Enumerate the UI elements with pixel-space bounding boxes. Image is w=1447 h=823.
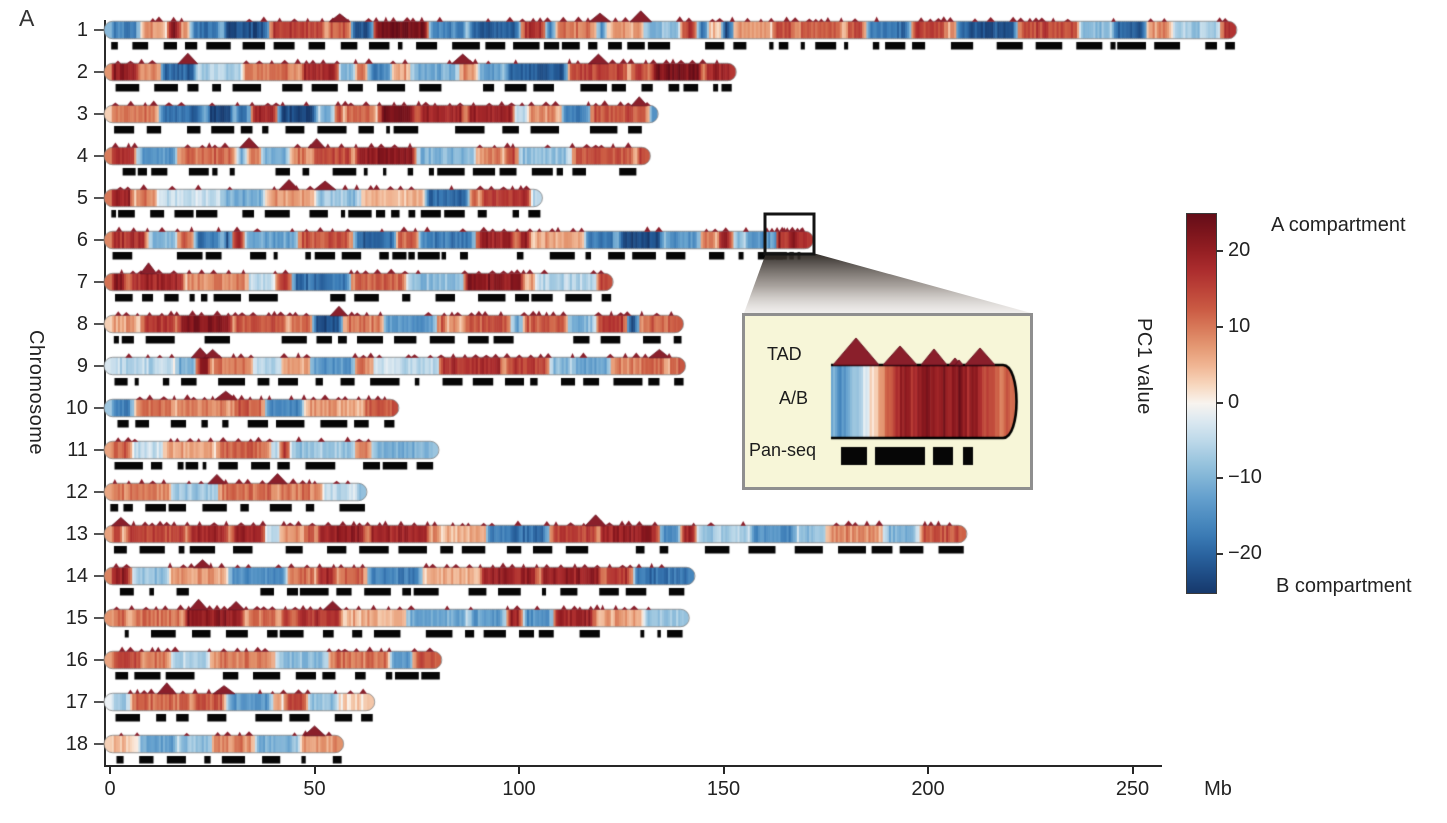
x-axis-tick-label: 100 [502, 778, 536, 800]
y-axis-title: Chromosome [25, 330, 47, 456]
chromosome-ideogram [100, 723, 351, 767]
x-axis-tick [927, 765, 929, 774]
chromosome-axis-tick [94, 155, 104, 157]
chromosome-label: 10 [65, 397, 88, 419]
chromosome-label: 2 [76, 61, 88, 83]
x-axis-tick-label: 0 [104, 778, 116, 800]
chromosome-axis-tick [94, 617, 104, 619]
chromosome-axis-tick [94, 701, 104, 703]
colorbar-tick-label: −20 [1228, 542, 1262, 565]
chromosome-label: 14 [65, 565, 88, 587]
chromosome-ideogram [100, 303, 691, 347]
chromosome-ideogram [100, 177, 550, 221]
b-compartment-label: B compartment [1276, 575, 1412, 597]
chromosome-ideogram [100, 639, 449, 683]
chromosome-ideogram [100, 51, 744, 95]
inset-zoomed-ideogram [827, 331, 1031, 486]
chromosome-label: 5 [76, 187, 88, 209]
chromosome-axis-tick [94, 197, 104, 199]
chromosome-ideogram [100, 93, 666, 137]
chromosome-axis-tick [94, 659, 104, 661]
x-axis-unit-label: Mb [1204, 778, 1232, 800]
chromosome-axis-tick [94, 29, 104, 31]
x-axis-tick [313, 765, 316, 774]
x-axis-tick-label: 200 [911, 778, 945, 800]
colorbar-title: PC1 value [1133, 318, 1155, 415]
colorbar-tick-label: 0 [1228, 390, 1240, 413]
chromosome-ideogram [100, 597, 697, 641]
x-axis-tick-label: 250 [1115, 778, 1150, 800]
chromosome-label: 17 [65, 691, 88, 713]
x-axis-line [104, 765, 1162, 767]
chromosome-label: 12 [65, 481, 88, 503]
chromosome-ideogram [100, 261, 621, 305]
x-axis-tick [722, 765, 725, 774]
colorbar-tick-label: 10 [1228, 314, 1251, 337]
chromosome-axis-tick [94, 113, 104, 115]
chromosome-label: 15 [65, 607, 88, 629]
inset-tad-label: TAD [767, 344, 802, 364]
panel-letter-label: A [19, 5, 35, 31]
x-axis-tick-label: 150 [706, 778, 741, 800]
chromosome-label: 13 [65, 523, 88, 545]
chromosome-label: 3 [76, 103, 88, 125]
chromosome-axis-tick [94, 743, 104, 745]
chromosome-label: 18 [65, 733, 88, 755]
chromosome-ideogram [100, 345, 693, 389]
chromosome-label: 1 [76, 19, 88, 41]
chromosome-ideogram [100, 219, 821, 263]
colorbar-tick [1216, 553, 1223, 556]
colorbar-tick-label: 20 [1228, 238, 1251, 261]
chromosome-ideogram [100, 387, 406, 431]
x-axis-tick [518, 765, 520, 774]
chromosome-ideogram [100, 471, 374, 515]
chromosome-ideogram [100, 555, 702, 599]
chromosome-axis-tick [94, 323, 104, 325]
chromosome-label: 6 [76, 229, 88, 251]
colorbar-tick [1216, 249, 1223, 252]
chromosome-ideogram [100, 513, 974, 557]
x-axis-tick [109, 765, 111, 774]
inset-panseq-label: Pan-seq [749, 440, 817, 460]
chromosome-axis-tick [94, 239, 104, 241]
chromosome-axis-tick [94, 281, 104, 283]
inset-ab-label: A/B [779, 388, 809, 408]
chromosome-label: 9 [76, 355, 88, 377]
x-axis-tick-label: 50 [303, 778, 326, 800]
chromosome-ideogram [100, 429, 446, 473]
chromosome-axis-tick [94, 407, 104, 409]
chromosome-label: 16 [65, 649, 88, 671]
chromosome-axis-tick [94, 365, 104, 367]
chromosome-axis-tick [94, 491, 104, 493]
chromosome-ideogram [100, 9, 1244, 53]
colorbar-tick-label: −10 [1228, 466, 1262, 489]
chromosome-axis-tick [94, 71, 104, 73]
chromosome-ideogram [100, 135, 658, 179]
chromosome-label: 7 [76, 271, 88, 293]
colorbar-tick [1216, 477, 1223, 480]
chromosome-axis-tick [94, 575, 104, 577]
x-axis-tick [1131, 765, 1134, 774]
chromosome-label: 4 [76, 145, 88, 167]
chromosome-axis-tick [94, 533, 104, 535]
pc1-colorbar [1186, 213, 1217, 594]
chromosome-ideogram [100, 681, 382, 725]
colorbar-tick [1216, 401, 1223, 404]
zoom-inset-panel: TAD A/B Pan-seq [742, 313, 1033, 490]
chromosome-label: 11 [67, 439, 88, 461]
chromosome-label: 8 [76, 313, 88, 335]
chromosome-axis-tick [94, 449, 104, 451]
colorbar-tick [1216, 325, 1223, 328]
a-compartment-label: A compartment [1271, 214, 1406, 236]
